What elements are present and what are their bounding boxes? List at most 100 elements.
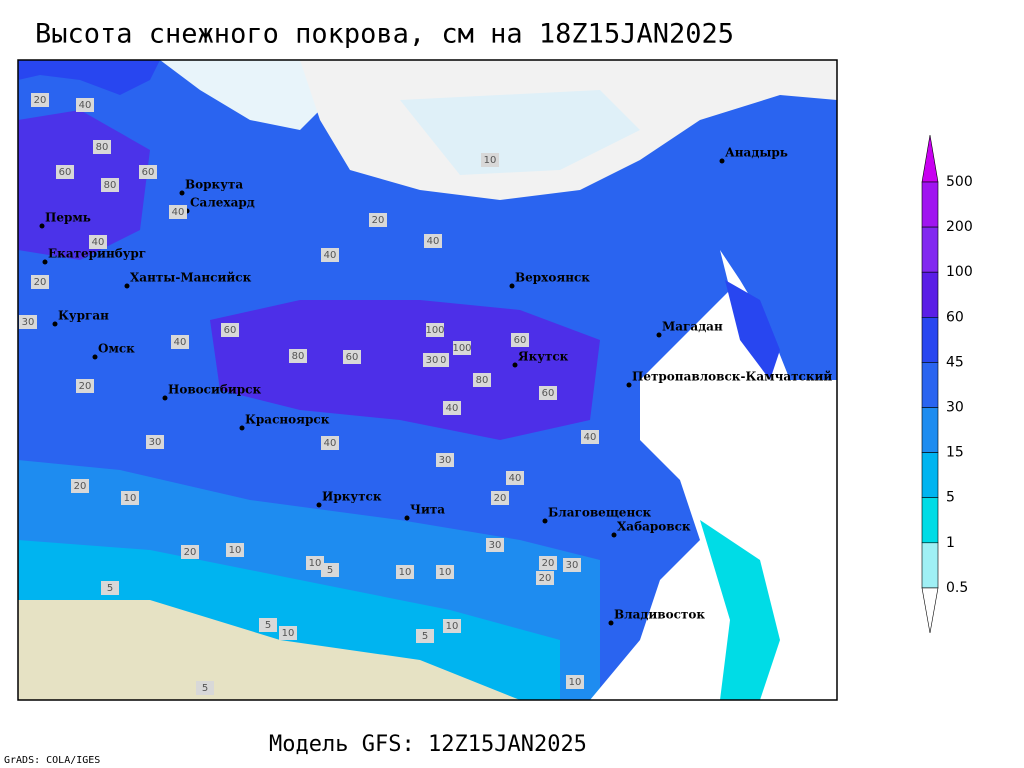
contour-label: 10 (569, 677, 582, 688)
contour-label: 40 (446, 403, 459, 414)
city-label: Анадырь (725, 146, 788, 160)
contour-label: 100 (425, 325, 444, 336)
contour-label-box (171, 335, 189, 349)
city-dot (39, 223, 45, 229)
contour-label-box (196, 681, 214, 695)
city-dot (179, 190, 185, 196)
contour-label-box (139, 165, 157, 179)
contour-label-box (536, 571, 554, 585)
contour-label: 60 (542, 388, 555, 399)
contour-label-box (259, 618, 277, 632)
contour-label-box (306, 556, 324, 570)
city-label: Иркутск (322, 490, 382, 504)
contour-label: 20 (184, 547, 197, 558)
contour-label-box (424, 234, 442, 248)
contour-label-box (539, 386, 557, 400)
city-dot (542, 518, 548, 524)
contour-label: 5 (107, 583, 113, 594)
contour-label-box (481, 153, 499, 167)
contour-label-box (321, 436, 339, 450)
contour-label-box (473, 373, 491, 387)
contour-label: 5 (422, 631, 428, 642)
legend: 500 200 100 60 45 30 15 5 1 0.5 (921, 134, 973, 634)
contour-label: 40 (427, 236, 440, 247)
contour-label-box (506, 471, 524, 485)
city-label: Курган (58, 309, 109, 323)
contour-label-box (76, 98, 94, 112)
snow-zone (700, 520, 780, 700)
contour-label: 5 (265, 620, 271, 631)
contour-label-box (343, 350, 361, 364)
city-label: Магадан (662, 320, 723, 334)
contour-label-box (169, 205, 187, 219)
city-dot (239, 425, 245, 431)
contour-label-box (289, 349, 307, 363)
title: Высота снежного покрова, см на 18Z15JAN2… (35, 19, 734, 50)
city-label: Новосибирск (168, 383, 261, 397)
contour-label-box (101, 581, 119, 595)
contour-label: 40 (92, 237, 105, 248)
contour-label-box (71, 479, 89, 493)
contour-label: 10 (484, 155, 497, 166)
legend-label: 1 (946, 535, 955, 551)
contour-label: 10 (399, 567, 412, 578)
contour-label: 10 (282, 628, 295, 639)
contour-label: 20 (494, 493, 507, 504)
contour-label: 40 (174, 337, 187, 348)
contour-label: 40 (324, 438, 337, 449)
contour-label-box (146, 435, 164, 449)
contour-label: 30 (439, 455, 452, 466)
contour-label: 60 (514, 335, 527, 346)
map-frame (17, 59, 838, 701)
contour-label-box (226, 543, 244, 557)
contour-label: 30 (149, 437, 162, 448)
contour-label-box (423, 353, 441, 367)
legend-swatch (921, 271, 939, 318)
city-label: Красноярск (245, 413, 330, 427)
city-dot (719, 158, 725, 164)
contour-label-box (563, 558, 581, 572)
legend-swatch (921, 316, 939, 363)
legend-swatch (921, 407, 939, 453)
legend-label: 15 (946, 445, 964, 461)
contour-label-box (181, 545, 199, 559)
snow-zone (18, 110, 150, 260)
contour-label-box (369, 213, 387, 227)
city-dot (404, 515, 410, 521)
legend-label: 500 (946, 174, 973, 190)
legend-swatch (921, 497, 939, 544)
contour-label: 60 (59, 167, 72, 178)
city-dot (92, 354, 98, 360)
contour-label: 40 (172, 207, 185, 218)
contour-label-box (511, 333, 529, 347)
contour-label-box (396, 565, 414, 579)
contour-label-box (581, 430, 599, 444)
contour-label-box (443, 401, 461, 415)
contour-label: 10 (446, 621, 459, 632)
contour-label: 10 (124, 493, 137, 504)
city-dot (316, 502, 322, 508)
contour-label: 20 (34, 95, 47, 106)
contour-label-box (426, 323, 444, 337)
contour-label: 20 (372, 215, 385, 226)
legend-swatch (921, 542, 939, 589)
legend-label: 100 (946, 264, 973, 280)
contour-label: 20 (74, 481, 87, 492)
city-dot (162, 395, 168, 401)
legend-label: 0.5 (946, 580, 968, 596)
contour-label: 40 (584, 432, 597, 443)
credit: GrADS: COLA/IGES (4, 755, 100, 766)
contour-label-box (486, 538, 504, 552)
contour-label: 30 (426, 355, 439, 366)
contour-label: 20 (79, 381, 92, 392)
contour-label-box (321, 248, 339, 262)
contour-label-box (436, 453, 454, 467)
contour-label: 80 (104, 180, 117, 191)
city-label: Петропавловск-Камчатский (632, 370, 832, 384)
contour-label: 10 (439, 567, 452, 578)
contour-label: 10 (229, 545, 242, 556)
legend-label: 45 (946, 354, 964, 370)
contour-label-box (436, 565, 454, 579)
contour-label-box (31, 275, 49, 289)
contour-label: 60 (346, 352, 359, 363)
